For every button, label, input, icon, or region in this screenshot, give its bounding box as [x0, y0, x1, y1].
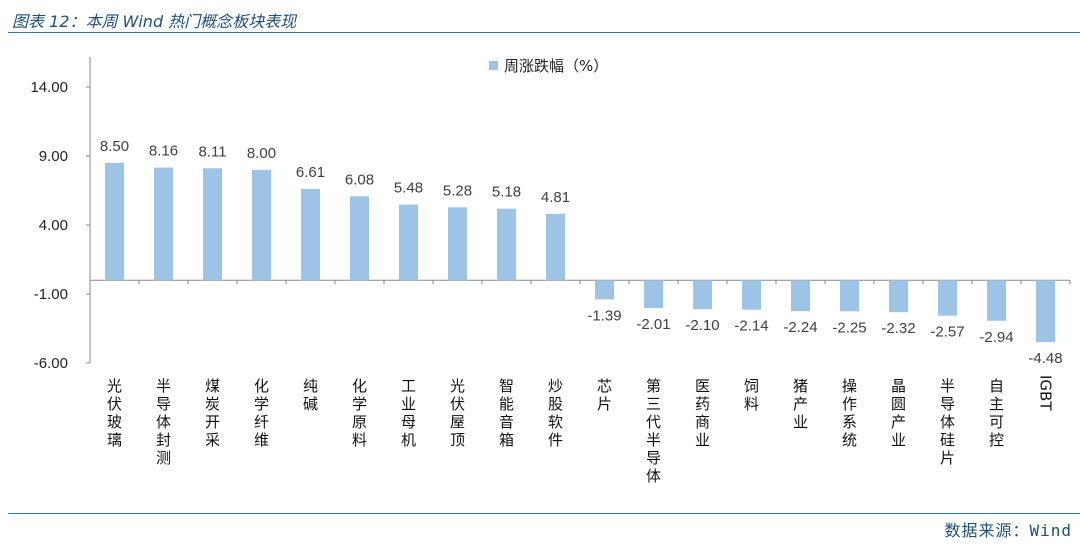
y-tick-label: -1.00: [34, 286, 68, 303]
category-label: 饲料: [744, 377, 759, 413]
y-tick-label: -6.00: [34, 355, 68, 372]
category-label: 医药商业: [695, 377, 710, 449]
data-label: 5.28: [443, 182, 472, 199]
bar: [301, 188, 320, 281]
data-label: -2.01: [636, 316, 670, 333]
legend-label: 周涨跌幅（%）: [504, 57, 608, 75]
legend-swatch: [489, 61, 498, 70]
data-label: 6.61: [296, 164, 325, 181]
category-label: 自主可控: [989, 377, 1004, 449]
bar: [693, 280, 712, 310]
data-label: -4.48: [1028, 350, 1062, 367]
category-label: 工业母机: [401, 377, 416, 449]
bar: [1036, 280, 1055, 343]
bar: [399, 204, 418, 281]
category-label: 纯碱: [303, 377, 318, 413]
data-label: 5.48: [394, 180, 423, 197]
data-label: -2.24: [783, 319, 817, 336]
top-rule: [8, 32, 1080, 33]
y-tick-label: 9.00: [39, 148, 68, 165]
title-bar: 图表 12：本周 Wind 热门概念板块表现: [0, 0, 1080, 34]
bar: [644, 280, 663, 308]
data-label: -2.25: [832, 319, 866, 336]
category-label: 智能音箱: [499, 377, 514, 449]
bar: [105, 162, 124, 281]
category-label: 半导体封测: [156, 377, 171, 467]
data-label: -2.32: [881, 320, 915, 337]
category-label: IGBT: [1037, 375, 1055, 411]
category-label: 炒股软件: [548, 377, 563, 449]
category-label: 第三代半导体: [646, 377, 661, 485]
bar-chart: 周涨跌幅（%） 14.00 9.00 4.00 -1.00 -6.00 8.50 光伏玻璃 8.…: [30, 57, 1071, 485]
bar: [987, 280, 1006, 321]
category-label: 煤炭开采: [205, 377, 220, 449]
bar: [203, 168, 222, 281]
bar: [497, 208, 516, 281]
category-label: 化学原料: [352, 377, 367, 449]
bar: [448, 207, 467, 281]
data-label: 8.50: [100, 138, 129, 155]
source-note: 数据来源：Wind: [944, 521, 1072, 540]
bottom-rule: [8, 513, 1080, 514]
data-label: 6.08: [345, 171, 374, 188]
data-label: -2.10: [685, 317, 719, 334]
y-tick-label: 14.00: [30, 79, 68, 96]
category-label: 光伏屋顶: [450, 377, 465, 449]
bar: [889, 280, 908, 313]
bar: [938, 280, 957, 316]
bar: [350, 196, 369, 281]
data-label: 5.18: [492, 184, 521, 201]
bar: [595, 280, 614, 300]
data-label: 4.81: [541, 189, 570, 206]
data-label: -1.39: [587, 307, 621, 324]
bar: [252, 169, 271, 281]
category-label: 半导体硅片: [940, 377, 955, 467]
category-label: 猪产业: [793, 377, 808, 431]
category-label: 光伏玻璃: [107, 377, 122, 449]
figure-title: 图表 12：本周 Wind 热门概念板块表现: [12, 12, 297, 31]
category-label: 操作系统: [842, 377, 857, 449]
data-label: -2.57: [930, 324, 964, 341]
bar: [154, 167, 173, 281]
category-label: 化学纤维: [254, 377, 269, 449]
category-label: 晶圆产业: [891, 377, 906, 449]
data-label: -2.14: [734, 318, 768, 335]
data-label: 8.11: [198, 143, 226, 160]
bar: [546, 213, 565, 281]
data-label: -2.94: [979, 329, 1013, 346]
y-tick-label: 4.00: [39, 217, 68, 234]
bar: [791, 280, 810, 312]
data-label: 8.00: [247, 145, 276, 162]
bar: [840, 280, 859, 312]
category-label: 芯片: [597, 377, 612, 413]
data-label: 8.16: [149, 143, 178, 160]
bar: [742, 280, 761, 310]
